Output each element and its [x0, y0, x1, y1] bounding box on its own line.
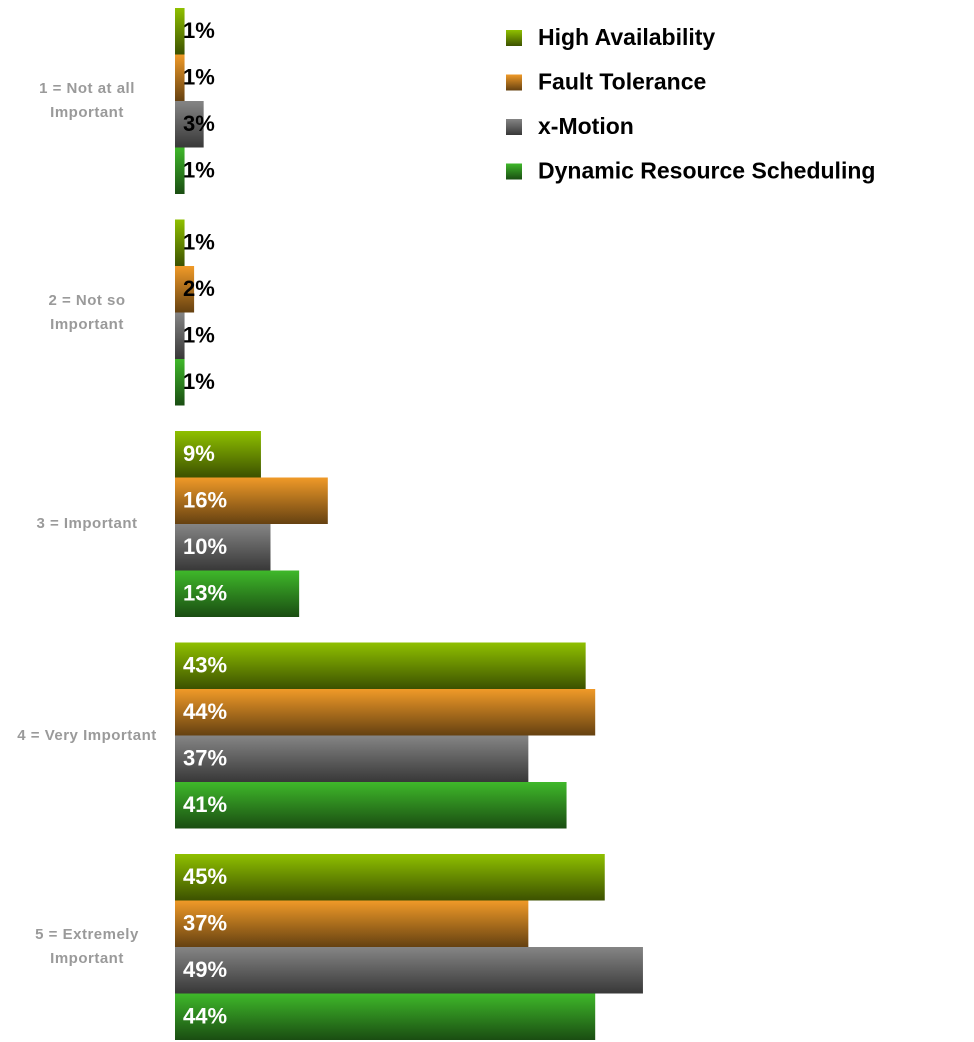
value-label: 44% [183, 1004, 227, 1029]
category-label: 5 = Extremely Important [35, 926, 139, 967]
bar [175, 477, 328, 524]
value-label: 13% [183, 581, 227, 606]
value-label: 43% [183, 653, 227, 678]
value-label: 10% [183, 534, 227, 559]
value-label: 3% [183, 111, 215, 136]
value-label: 1% [183, 369, 215, 394]
bar [175, 689, 596, 736]
value-label: 1% [183, 158, 215, 183]
legend-label: x-Motion [538, 113, 634, 139]
category-label: 3 = Important [36, 515, 138, 532]
bar [175, 735, 529, 782]
legend-label: Dynamic Resource Scheduling [538, 158, 875, 184]
category-label: 1 = Not at all Important [39, 80, 135, 121]
bar [175, 900, 529, 947]
bar [175, 524, 271, 571]
value-label: 37% [183, 911, 227, 936]
value-label: 9% [183, 441, 215, 466]
legend-swatch [506, 30, 522, 46]
bar [175, 219, 185, 266]
bar [175, 54, 185, 101]
value-label: 45% [183, 864, 227, 889]
bar [175, 854, 605, 901]
bar [175, 266, 195, 313]
value-label: 2% [183, 276, 215, 301]
bar [175, 782, 567, 829]
value-label: 37% [183, 746, 227, 771]
value-label: 16% [183, 488, 227, 513]
value-label: 44% [183, 699, 227, 724]
bar [175, 431, 261, 478]
bar [175, 8, 185, 55]
legend-label: High Availability [538, 24, 715, 50]
legend-label: Fault Tolerance [538, 69, 706, 95]
bar [175, 312, 185, 359]
bar [175, 359, 185, 406]
value-label: 1% [183, 323, 215, 348]
category-label: 2 = Not so Important [48, 291, 126, 333]
value-label: 1% [183, 65, 215, 90]
legend-swatch [506, 74, 522, 91]
value-label: 1% [183, 230, 215, 255]
category-label: 4 = Very Important [17, 726, 157, 744]
bar [175, 993, 596, 1040]
bar [175, 642, 586, 689]
bar [175, 570, 300, 617]
bar [175, 947, 643, 994]
value-label: 49% [183, 957, 227, 982]
legend-swatch [506, 163, 522, 180]
legend-swatch [506, 119, 522, 135]
value-label: 41% [183, 792, 227, 817]
bar [175, 101, 204, 148]
value-label: 1% [183, 18, 215, 43]
bar [175, 147, 185, 194]
